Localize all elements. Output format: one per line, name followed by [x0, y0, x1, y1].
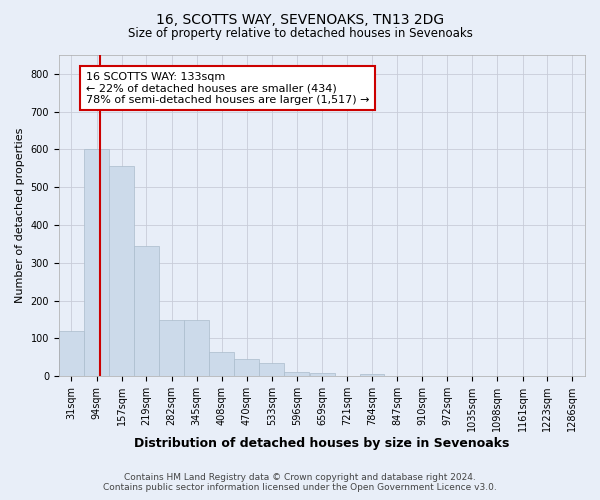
Bar [359, 374, 385, 376]
Text: 16 SCOTTS WAY: 133sqm
← 22% of detached houses are smaller (434)
78% of semi-det: 16 SCOTTS WAY: 133sqm ← 22% of detached … [86, 72, 370, 105]
Bar [259, 363, 284, 376]
Bar [209, 352, 235, 376]
Bar [310, 373, 335, 376]
Text: Size of property relative to detached houses in Sevenoaks: Size of property relative to detached ho… [128, 28, 472, 40]
Text: Contains HM Land Registry data © Crown copyright and database right 2024.
Contai: Contains HM Land Registry data © Crown c… [103, 473, 497, 492]
Text: 16, SCOTTS WAY, SEVENOAKS, TN13 2DG: 16, SCOTTS WAY, SEVENOAKS, TN13 2DG [156, 12, 444, 26]
Bar [159, 320, 184, 376]
Bar [234, 359, 259, 376]
X-axis label: Distribution of detached houses by size in Sevenoaks: Distribution of detached houses by size … [134, 437, 509, 450]
Bar [134, 246, 159, 376]
Bar [184, 320, 209, 376]
Bar [84, 150, 109, 376]
Y-axis label: Number of detached properties: Number of detached properties [15, 128, 25, 304]
Bar [284, 372, 310, 376]
Bar [59, 331, 84, 376]
Bar [109, 166, 134, 376]
